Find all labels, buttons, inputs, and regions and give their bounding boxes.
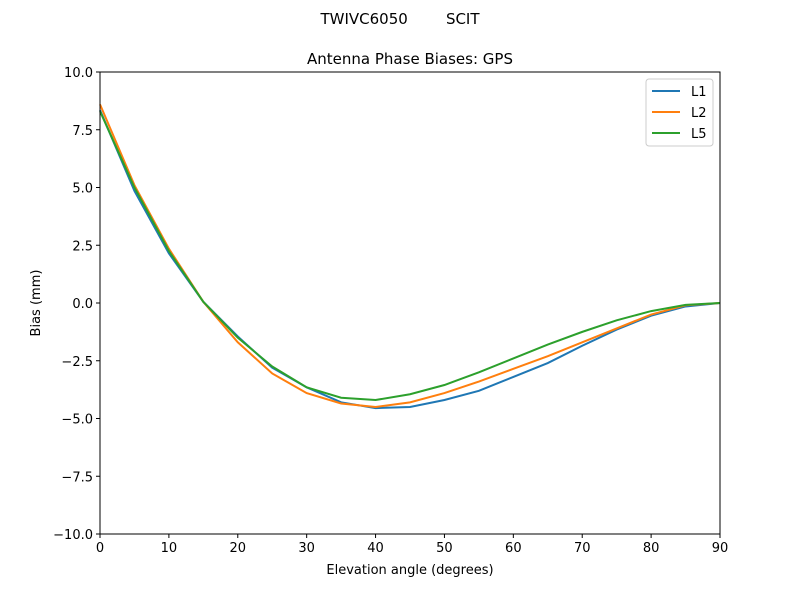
y-tick-label: 2.5 <box>72 239 93 254</box>
y-tick-label: 0.0 <box>72 297 93 312</box>
series-line-l5 <box>99 110 721 402</box>
y-tick-label: 5.0 <box>72 182 93 197</box>
series-line-l1 <box>99 109 721 410</box>
y-tick-label: −7.5 <box>61 470 93 485</box>
x-tick-label: 40 <box>367 541 384 556</box>
y-tick-label: −5.0 <box>61 413 93 428</box>
y-tick-label: −10.0 <box>53 528 93 543</box>
x-tick-label: 70 <box>574 541 591 556</box>
x-tick-label: 50 <box>436 541 453 556</box>
y-tick-label: 7.5 <box>72 124 93 139</box>
x-tick-label: 60 <box>505 541 522 556</box>
x-tick-label: 20 <box>230 541 247 556</box>
x-tick-label: 30 <box>298 541 315 556</box>
chart-title: Antenna Phase Biases: GPS <box>307 50 513 68</box>
suptitle: TWIVC6050 SCIT <box>319 10 480 28</box>
x-axis-label: Elevation angle (degrees) <box>326 563 493 578</box>
legend-label-l2: L2 <box>691 106 707 121</box>
x-tick-label: 80 <box>643 541 660 556</box>
y-axis-label: Bias (mm) <box>29 270 44 337</box>
x-tick-label: 0 <box>96 541 104 556</box>
legend-label-l5: L5 <box>691 127 707 142</box>
legend: L1 L2 L5 <box>645 78 714 147</box>
x-tick-label: 10 <box>161 541 178 556</box>
y-tick-label: 10.0 <box>64 66 93 81</box>
y-tick-label: −2.5 <box>61 355 93 370</box>
series-line-l2 <box>99 103 721 408</box>
legend-label-l1: L1 <box>691 85 707 100</box>
plot-frame <box>99 71 721 535</box>
x-tick-label: 90 <box>712 541 729 556</box>
